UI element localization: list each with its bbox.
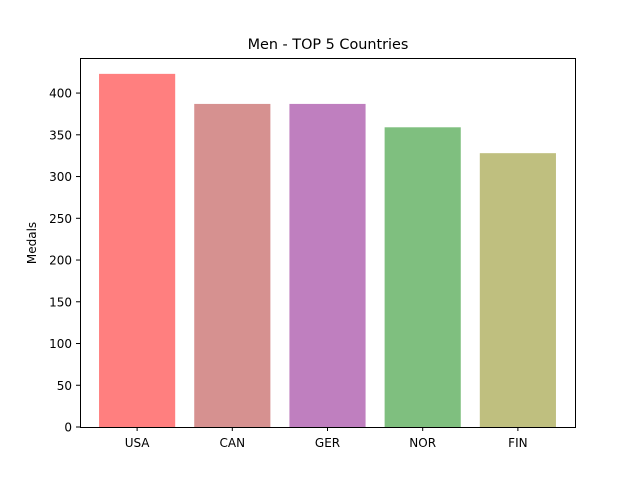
x-tick-label: GER [315, 436, 340, 450]
bar-ger [289, 103, 366, 427]
y-tick-label: 300 [49, 170, 72, 184]
y-tick-label: 0 [64, 421, 72, 435]
bar-usa [99, 73, 176, 427]
bar-nor [384, 127, 461, 427]
y-axis-ticks: 0 50 100 150 200 250 300 350 400 [49, 87, 80, 435]
y-tick-label: 150 [49, 295, 72, 309]
y-tick-label: 250 [49, 212, 72, 226]
x-tick-label: FIN [508, 436, 527, 450]
y-tick-label: 350 [49, 128, 72, 142]
y-tick-label: 50 [57, 379, 72, 393]
plot-frame [80, 58, 576, 428]
x-tick-label: NOR [409, 436, 436, 450]
y-tick-label: 400 [49, 87, 72, 101]
x-axis-ticks: USA CAN GER NOR FIN [125, 427, 528, 450]
y-axis-label: Medals [25, 222, 39, 264]
y-tick-label: 200 [49, 254, 72, 268]
x-tick-label: CAN [220, 436, 246, 450]
bar-can [194, 103, 271, 427]
x-tick-label: USA [125, 436, 151, 450]
y-tick-label: 100 [49, 337, 72, 351]
chart-title: Men - TOP 5 Countries [248, 37, 409, 53]
bars-group [99, 73, 556, 428]
bar-fin [479, 153, 556, 428]
